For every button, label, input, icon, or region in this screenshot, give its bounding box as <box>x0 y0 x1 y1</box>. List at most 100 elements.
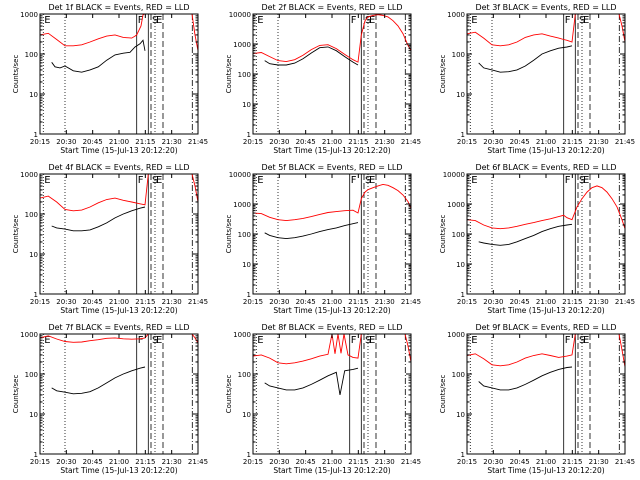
x-tick-label: 21:30 <box>162 458 182 466</box>
x-tick-label: 20:30 <box>56 298 76 306</box>
x-tick-label: 20:15 <box>243 298 263 306</box>
x-axis-label: Start Time (15-Jul-13 20:12:20) <box>487 146 604 155</box>
event-marker-label: F <box>565 335 571 346</box>
y-axis-label: Counts/sec <box>225 55 233 94</box>
plot-frame <box>252 173 412 295</box>
x-tick-label: 20:45 <box>510 458 530 466</box>
event-marker-label: E <box>257 15 263 26</box>
x-axis-label: Start Time (15-Jul-13 20:12:20) <box>273 466 390 475</box>
lld-series-line <box>253 334 411 365</box>
chart-title: Det 7f BLACK = Events, RED = LLD <box>48 323 189 332</box>
x-tick-label: 20:15 <box>457 138 477 146</box>
x-tick-label: 20:15 <box>457 458 477 466</box>
x-axis-label: Start Time (15-Jul-13 20:12:20) <box>487 466 604 475</box>
series-group <box>253 183 411 240</box>
x-tick-label: 20:45 <box>83 138 103 146</box>
y-axis-label: Counts/sec <box>439 375 447 414</box>
event-marker-label: E <box>44 335 50 346</box>
event-marker-label: E <box>583 175 589 186</box>
x-tick-label: 21:00 <box>536 138 556 146</box>
y-tick-label: 1000 <box>233 331 251 339</box>
event-marker-label: E <box>369 15 375 26</box>
events-series-line <box>51 366 146 395</box>
y-tick-label: 1 <box>461 131 465 139</box>
event-marker-label: E <box>156 335 162 346</box>
event-marker-label: E <box>583 335 589 346</box>
lld-series-line <box>40 174 198 212</box>
x-tick-label: 20:15 <box>243 138 263 146</box>
x-tick-label: 21:45 <box>401 138 421 146</box>
x-tick-label: 21:45 <box>188 138 208 146</box>
x-tick-label: 21:00 <box>322 458 342 466</box>
y-axis-label: Counts/sec <box>225 375 233 414</box>
x-tick-label: 21:15 <box>135 138 155 146</box>
lld-series-line <box>40 14 198 51</box>
y-tick-label: 1000 <box>447 201 465 209</box>
x-tick-label: 21:15 <box>348 458 368 466</box>
x-axis-label: Start Time (15-Jul-13 20:12:20) <box>60 306 177 315</box>
x-tick-label: 21:00 <box>536 458 556 466</box>
chart-panel: Det 9f BLACK = Events, RED = LLDEFSE20:1… <box>439 323 635 475</box>
series-group <box>467 334 625 391</box>
x-tick-label: 20:45 <box>296 298 316 306</box>
events-series-line <box>264 367 359 395</box>
x-axis-label: Start Time (15-Jul-13 20:12:20) <box>60 146 177 155</box>
x-tick-label: 21:45 <box>615 458 635 466</box>
y-tick-label: 10 <box>242 411 251 419</box>
y-tick-label: 10 <box>456 411 465 419</box>
x-tick-label: 20:15 <box>30 458 50 466</box>
x-tick-label: 20:30 <box>483 298 503 306</box>
x-tick-label: 21:30 <box>589 138 609 146</box>
y-tick-label: 1000 <box>447 331 465 339</box>
plot-frame <box>466 333 626 455</box>
event-marker-label: F <box>351 335 357 346</box>
y-tick-label: 1 <box>34 451 38 459</box>
event-marker-label: F <box>351 15 357 26</box>
x-tick-label: 21:00 <box>109 458 129 466</box>
plot-frame <box>466 173 626 295</box>
series-group <box>40 174 198 232</box>
y-tick-label: 100 <box>238 71 251 79</box>
event-marker-label: E <box>257 335 263 346</box>
lld-series-line <box>467 14 625 47</box>
plot-frame <box>252 333 412 455</box>
x-tick-label: 21:30 <box>375 458 395 466</box>
y-axis-label: Counts/sec <box>225 215 233 254</box>
events-series-line <box>51 206 146 232</box>
y-tick-label: 100 <box>452 51 465 59</box>
event-marker-label: E <box>369 175 375 186</box>
chart-title: Det 1f BLACK = Events, RED = LLD <box>48 3 189 12</box>
series-group <box>253 334 411 395</box>
y-tick-label: 10 <box>29 251 38 259</box>
y-tick-label: 10000 <box>229 171 251 179</box>
x-tick-label: 21:15 <box>562 298 582 306</box>
y-tick-label: 1 <box>247 291 251 299</box>
x-tick-label: 21:30 <box>375 138 395 146</box>
event-marker-label: E <box>471 15 477 26</box>
plot-frame <box>39 333 199 455</box>
y-tick-label: 10 <box>456 261 465 269</box>
event-marker-label: E <box>471 335 477 346</box>
x-tick-label: 20:45 <box>510 138 530 146</box>
x-axis-label: Start Time (15-Jul-13 20:12:20) <box>273 146 390 155</box>
chart-panel: Det 6f BLACK = Events, RED = LLDEFSE20:1… <box>439 163 635 315</box>
x-tick-label: 21:00 <box>322 298 342 306</box>
event-marker-label: E <box>156 175 162 186</box>
series-group <box>467 185 625 246</box>
chart-panel: Det 7f BLACK = Events, RED = LLDEFSE20:1… <box>12 323 208 475</box>
event-marker-label: F <box>138 175 144 186</box>
series-group <box>467 14 625 73</box>
x-axis-label: Start Time (15-Jul-13 20:12:20) <box>60 466 177 475</box>
x-tick-label: 21:00 <box>109 138 129 146</box>
y-tick-label: 10 <box>29 91 38 99</box>
y-tick-label: 1000 <box>20 11 38 19</box>
event-marker-label: E <box>156 15 162 26</box>
lld-series-line <box>253 183 411 222</box>
chart-panel: Det 4f BLACK = Events, RED = LLDEFSE20:1… <box>12 163 208 315</box>
y-tick-label: 1 <box>34 291 38 299</box>
x-tick-label: 21:45 <box>188 458 208 466</box>
x-tick-label: 20:45 <box>83 298 103 306</box>
x-tick-label: 21:30 <box>162 298 182 306</box>
y-axis-label: Counts/sec <box>12 375 20 414</box>
